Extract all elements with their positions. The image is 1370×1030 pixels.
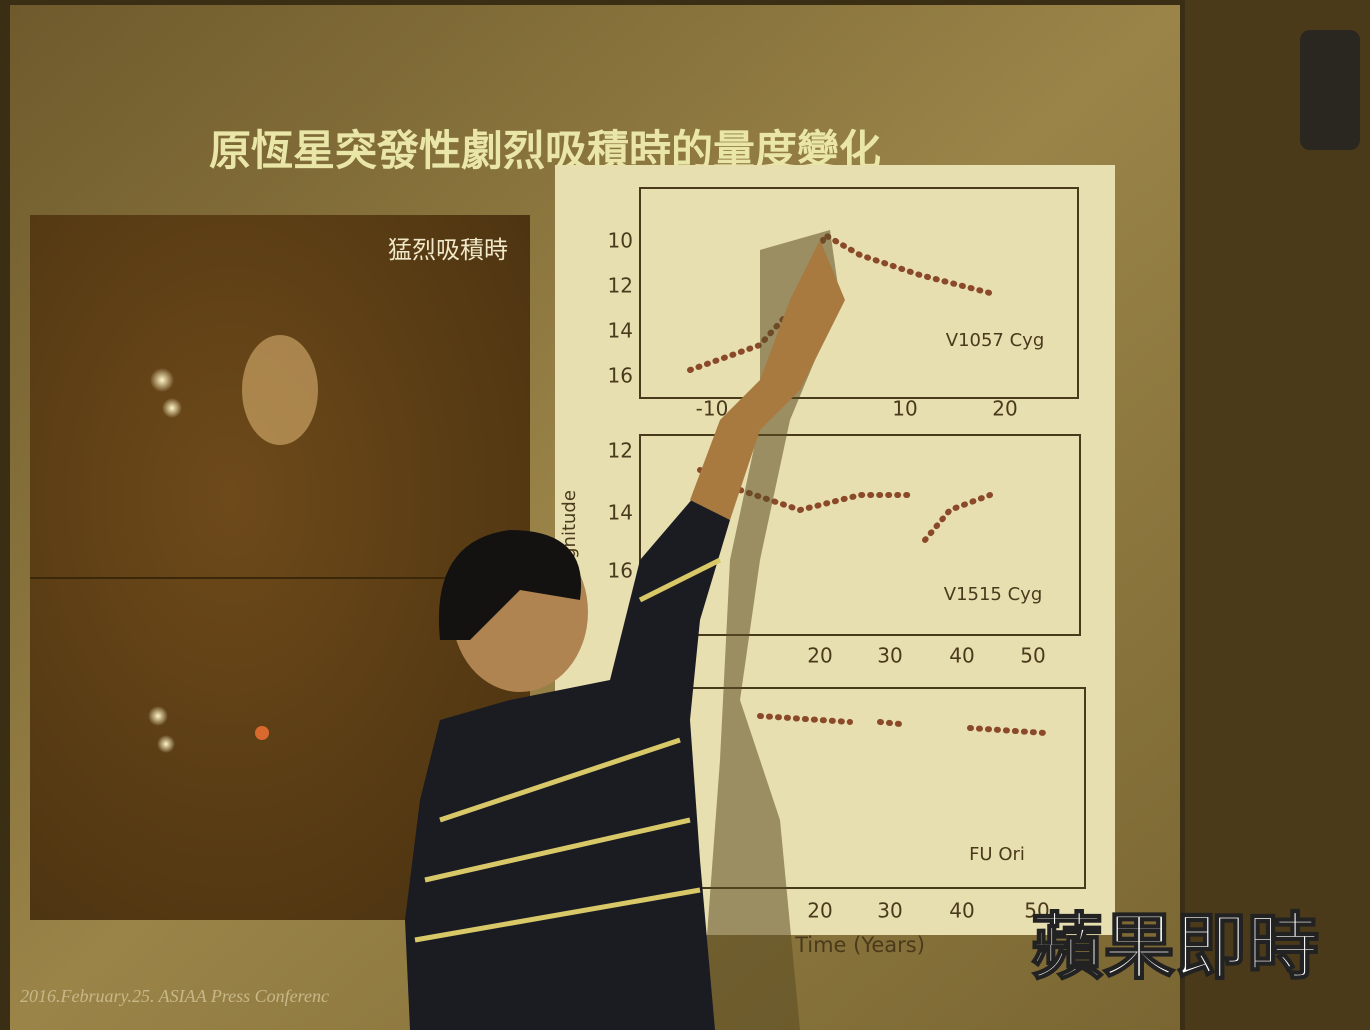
plot-frame [639, 434, 1081, 636]
y-tick-label: 12 [608, 439, 633, 463]
left-label: 猛烈吸積時 [388, 236, 508, 264]
light-curve [757, 713, 1048, 736]
star [148, 706, 168, 726]
x-tick-label: -10 [696, 397, 729, 421]
plot-label: FU Ori [969, 844, 1025, 865]
x-tick-label: 50 [1020, 644, 1045, 668]
hair [438, 530, 582, 640]
y-tick-label: 14 [608, 501, 633, 525]
camera [1300, 30, 1360, 150]
x-tick-label: 30 [877, 899, 902, 923]
y-tick-label: 16 [608, 559, 633, 583]
stripe [424, 817, 691, 883]
x-tick-label: 20 [992, 397, 1017, 421]
y-tick-label: 12 [608, 274, 633, 298]
nebula [242, 335, 318, 445]
x-axis-label: Time (Years) [794, 933, 925, 957]
y-tick-label: 14 [608, 319, 633, 343]
star [255, 726, 269, 740]
x-tick-label: 40 [949, 899, 974, 923]
sweater [405, 490, 730, 1030]
y-tick-label: 10 [608, 229, 633, 253]
wall [1185, 0, 1370, 1030]
arm [690, 240, 845, 520]
x-tick-label: 50 [1024, 899, 1049, 923]
star [150, 368, 174, 392]
plot-label: V1057 Cyg [946, 330, 1045, 351]
star [162, 398, 182, 418]
footer: 2016.February.25. ASIAA Press Conferenc [20, 986, 329, 1006]
x-tick-label: 40 [949, 644, 974, 668]
x-tick-label: 20 [807, 899, 832, 923]
x-tick-label: 30 [877, 644, 902, 668]
stripe [638, 557, 722, 603]
star [157, 735, 175, 753]
plot-label: V1515 Cyg [944, 584, 1043, 605]
y-tick-label: 16 [608, 364, 633, 388]
stripe [439, 737, 681, 823]
x-tick-label: 10 [892, 397, 917, 421]
plot-frame [639, 187, 1079, 399]
watermark: 蘋果即時 [1031, 905, 1319, 989]
shadow [700, 230, 840, 1030]
stripe [414, 887, 701, 943]
x-tick-label: 20 [807, 644, 832, 668]
